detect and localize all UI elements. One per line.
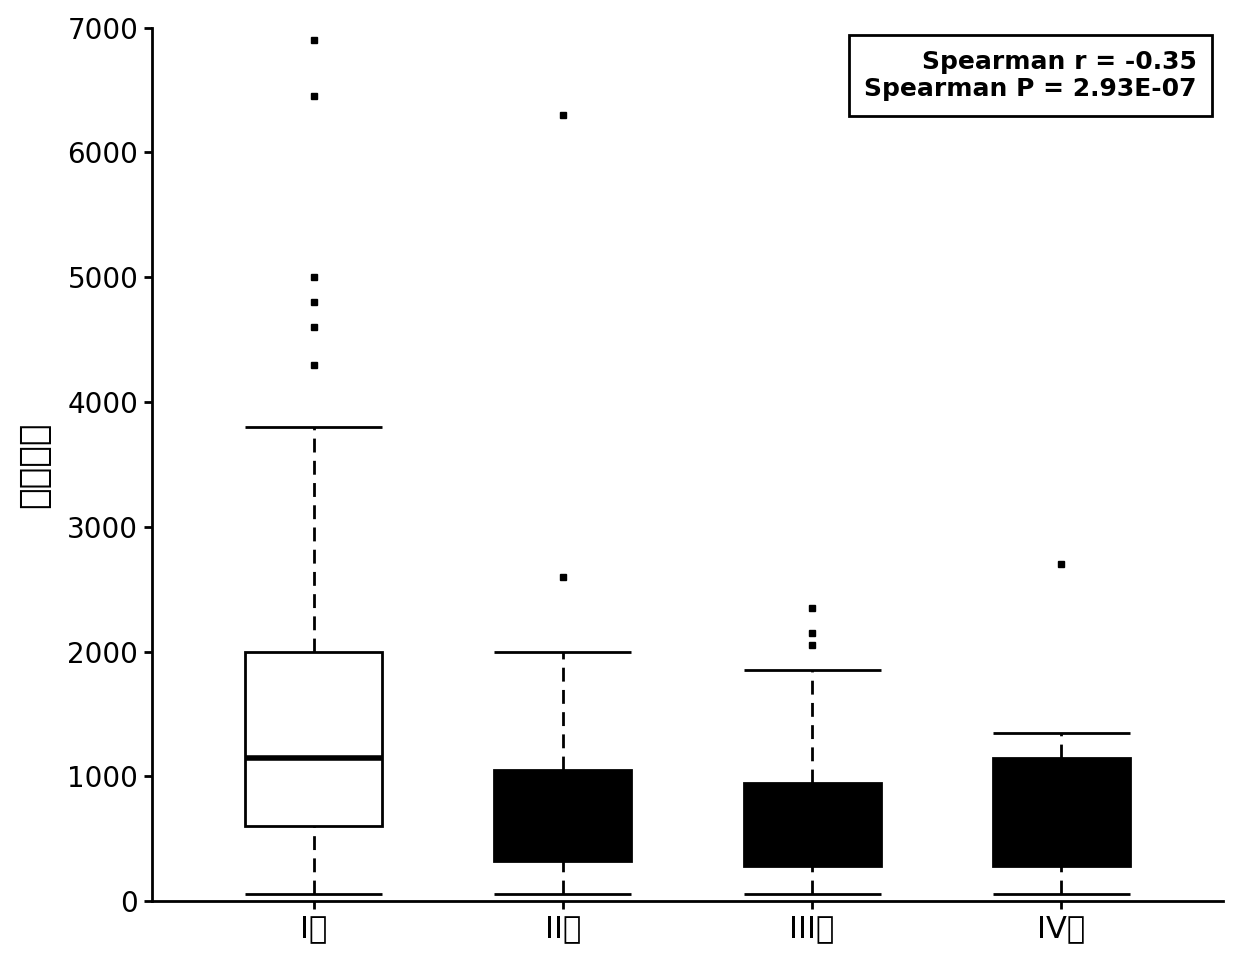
Bar — [993, 757, 1130, 866]
Bar — [495, 770, 631, 861]
Text: Spearman r = -0.35
Spearman P = 2.93E-07: Spearman r = -0.35 Spearman P = 2.93E-07 — [864, 50, 1197, 102]
Bar — [246, 652, 382, 827]
Bar — [744, 782, 880, 866]
Y-axis label: 生存天数: 生存天数 — [16, 421, 51, 508]
